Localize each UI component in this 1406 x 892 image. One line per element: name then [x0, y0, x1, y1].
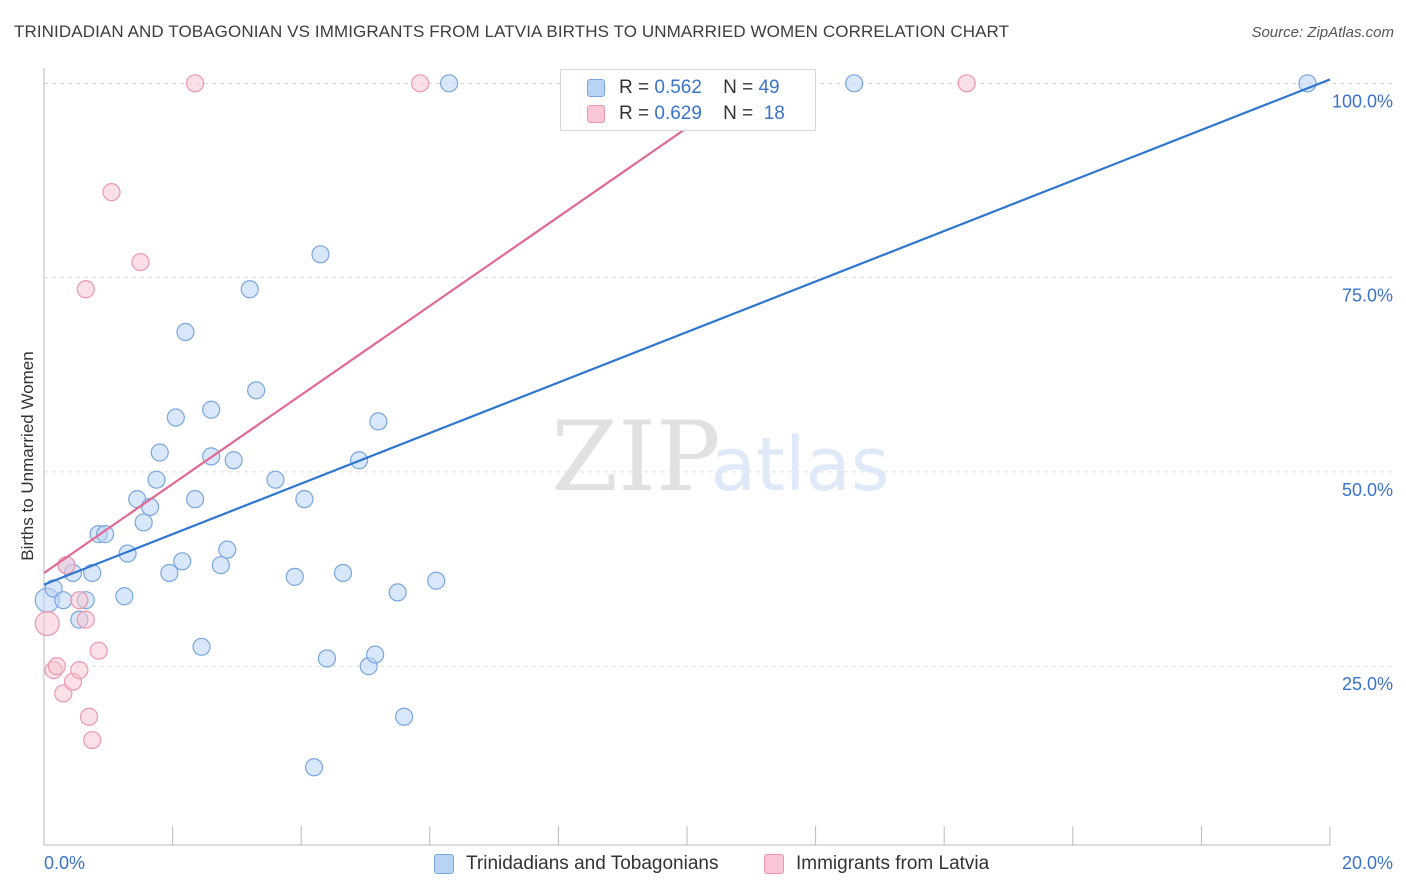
legend-swatch-blue [587, 79, 605, 97]
latvia-point [83, 730, 102, 750]
latvia-point [89, 641, 108, 660]
latvia-point [76, 610, 95, 629]
latvia-point [186, 74, 205, 93]
series-legend: Trinidadians and Tobagonians Immigrants … [0, 852, 1406, 876]
trinidadian-point [211, 556, 230, 575]
trinidadian-point [95, 525, 115, 544]
trinidadian-point [317, 649, 337, 668]
legend-swatch-pink [764, 854, 784, 874]
source-credit: Source: ZipAtlas.com [1251, 24, 1394, 41]
trinidadian-point [845, 74, 864, 93]
trinidadian-point [173, 552, 192, 571]
trinidadian-point [160, 563, 179, 583]
data-points [34, 74, 1317, 777]
watermark-zip: ZIP [551, 401, 720, 513]
n-label: N = [723, 103, 754, 124]
latvia-point [957, 74, 976, 93]
latvia-point [70, 591, 89, 610]
trinidadian-point [202, 400, 221, 419]
chart-title: TRINIDADIAN AND TOBAGONIAN VS IMMIGRANTS… [14, 22, 1010, 41]
y-tick-label: 100.0% [1332, 91, 1393, 111]
trinidadian-point [186, 490, 205, 509]
trinidadian-point [369, 412, 388, 431]
y-tick-label: 25.0% [1342, 674, 1393, 694]
r-value-latvia: 0.629 [654, 103, 702, 124]
trend-line-latvia [43, 82, 752, 574]
trinidadian-point [295, 490, 314, 509]
trinidadian-point [192, 637, 211, 656]
trinidadian-point [311, 245, 330, 264]
latvia-point [34, 610, 60, 637]
trinidadian-point [166, 408, 185, 427]
correlation-legend: R = 0.562 N = 49 R = 0.629 N = 18 [560, 69, 816, 131]
trinidadian-point [266, 470, 285, 489]
trinidadian-point [218, 540, 237, 559]
x-tick-label-min: 0.0% [44, 853, 85, 873]
latvia-point [57, 556, 76, 575]
r-label: R = [619, 103, 650, 124]
axes [43, 68, 1331, 846]
legend-label-latvia: Immigrants from Latvia [796, 853, 990, 874]
trinidadian-point [140, 497, 160, 517]
trinidadian-point [333, 563, 353, 583]
latvia-point [131, 252, 150, 272]
latvia-point [76, 280, 95, 299]
trinidadian-point [224, 451, 243, 470]
n-label: N = [723, 77, 754, 98]
latvia-point [102, 183, 121, 202]
trend-lines [43, 78, 1331, 586]
trinidadian-point [247, 381, 266, 400]
trinidadian-point [304, 758, 324, 777]
latvia-point [411, 74, 430, 93]
x-tick-label-max: 20.0% [1342, 853, 1393, 873]
latvia-point [54, 684, 73, 703]
trinidadian-point [176, 322, 195, 342]
latvia-point [70, 661, 89, 680]
watermark-atlas: atlas [711, 422, 890, 508]
legend-swatch-blue [434, 854, 454, 874]
trinidadian-point [54, 591, 73, 610]
trinidadian-point [240, 280, 259, 299]
trinidadian-point [388, 583, 407, 602]
trinidadian-point [285, 567, 304, 586]
y-tick-label: 50.0% [1342, 480, 1393, 500]
latvia-point [47, 657, 66, 676]
r-value-trinidadians: 0.562 [654, 77, 702, 98]
trinidadian-point [394, 707, 414, 726]
legend-swatch-pink [587, 105, 605, 123]
n-value-latvia: 18 [763, 103, 785, 124]
gridlines [44, 82, 1395, 667]
n-value-trinidadians: 49 [758, 77, 780, 98]
trinidadian-point [427, 571, 446, 590]
watermark: ZIP atlas [551, 401, 889, 513]
y-tick-label: 75.0% [1342, 286, 1393, 306]
trinidadian-point [439, 74, 459, 93]
r-label: R = [619, 77, 650, 98]
trinidadian-point [147, 470, 166, 489]
tick-labels: 25.0% 50.0% 75.0% 100.0% 0.0% 20.0% [44, 91, 1393, 873]
trinidadian-point [150, 443, 169, 462]
trinidadian-point [115, 587, 134, 606]
trinidadian-point [134, 513, 153, 532]
latvia-point [79, 707, 99, 726]
trend-line-trinidadians [43, 78, 1331, 586]
trinidadian-point [366, 645, 385, 664]
trinidadian-point [83, 563, 102, 583]
legend-label-trinidadians: Trinidadians and Tobagonians [466, 853, 719, 874]
